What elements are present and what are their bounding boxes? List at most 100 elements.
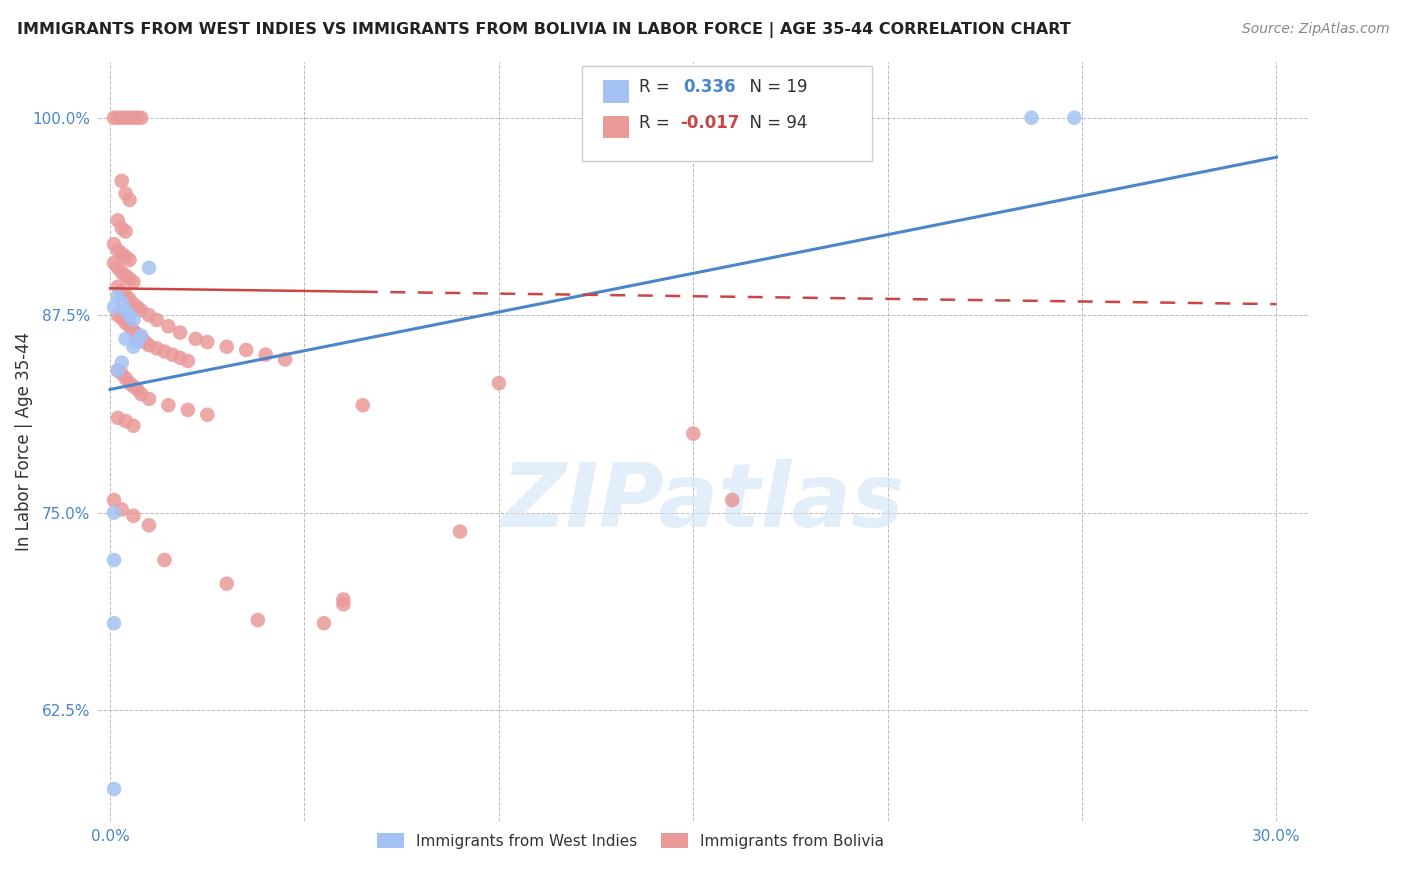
Bar (603, 80, 630, 103)
Point (111, 266, 134, 280)
Bar (603, 115, 630, 138)
Point (184, 332, 207, 346)
Text: -0.017: -0.017 (681, 114, 740, 132)
Point (235, 343, 257, 357)
Point (103, 553, 125, 567)
Text: Source: ZipAtlas.com: Source: ZipAtlas.com (1241, 22, 1389, 37)
Text: IMMIGRANTS FROM WEST INDIES VS IMMIGRANTS FROM BOLIVIA IN LABOR FORCE | AGE 35-4: IMMIGRANTS FROM WEST INDIES VS IMMIGRANT… (17, 22, 1070, 38)
Point (107, 363, 129, 377)
Point (153, 344, 176, 359)
Point (134, 334, 156, 349)
Text: N = 94: N = 94 (740, 114, 807, 132)
Point (274, 352, 297, 367)
Point (1021, 111, 1043, 125)
Text: R =: R = (638, 114, 675, 132)
Point (111, 221, 134, 235)
Text: N = 19: N = 19 (740, 78, 808, 96)
Point (122, 275, 145, 289)
Point (114, 303, 136, 318)
Text: R =: R = (638, 78, 675, 96)
Point (138, 518, 160, 533)
Y-axis label: In Labor Force | Age 35-44: In Labor Force | Age 35-44 (14, 332, 32, 551)
Point (122, 379, 145, 393)
Point (332, 597, 354, 611)
Point (103, 300, 125, 314)
Point (162, 348, 184, 362)
Point (114, 332, 136, 346)
Point (122, 508, 145, 523)
Point (177, 403, 200, 417)
Point (215, 340, 238, 354)
Point (127, 334, 149, 349)
Point (111, 285, 134, 299)
Point (118, 293, 141, 307)
Point (111, 311, 134, 326)
Point (118, 272, 141, 286)
Point (103, 111, 125, 125)
Point (246, 613, 269, 627)
Point (195, 334, 218, 349)
Point (103, 256, 125, 270)
Point (157, 319, 180, 334)
Point (153, 553, 176, 567)
Point (122, 340, 145, 354)
Point (111, 246, 134, 260)
Point (122, 418, 145, 433)
Point (114, 414, 136, 428)
Point (103, 237, 125, 252)
Point (254, 348, 277, 362)
Point (111, 295, 134, 310)
Point (122, 313, 145, 327)
Point (118, 252, 141, 267)
Point (114, 250, 136, 264)
Point (127, 300, 149, 314)
Point (118, 376, 141, 390)
Point (488, 376, 510, 390)
Point (127, 327, 149, 342)
Point (107, 111, 129, 125)
Point (129, 328, 152, 343)
Point (107, 244, 129, 258)
Point (107, 289, 129, 303)
Point (332, 592, 354, 607)
Point (127, 111, 149, 125)
Point (129, 303, 152, 318)
Point (107, 279, 129, 293)
Point (122, 324, 145, 338)
Point (129, 332, 152, 346)
Point (449, 524, 471, 539)
Point (122, 111, 145, 125)
Point (682, 426, 704, 441)
Point (138, 338, 160, 352)
Point (111, 174, 134, 188)
Point (103, 782, 125, 797)
Point (352, 398, 374, 412)
Legend: Immigrants from West Indies, Immigrants from Bolivia: Immigrants from West Indies, Immigrants … (371, 827, 890, 855)
Text: 0.336: 0.336 (683, 78, 737, 96)
Point (127, 383, 149, 397)
Point (107, 363, 129, 377)
Point (312, 616, 335, 631)
Point (195, 408, 218, 422)
Point (107, 260, 129, 275)
Point (114, 186, 136, 201)
Point (118, 308, 141, 322)
Point (138, 308, 160, 322)
Point (114, 111, 136, 125)
Point (118, 111, 141, 125)
FancyBboxPatch shape (582, 66, 872, 161)
Point (107, 308, 129, 322)
Point (107, 410, 129, 425)
Point (118, 319, 141, 334)
Point (1063, 111, 1085, 125)
Point (114, 268, 136, 283)
Point (138, 392, 160, 406)
Point (118, 193, 141, 207)
Point (129, 111, 152, 125)
Point (111, 367, 134, 381)
Point (111, 502, 134, 516)
Point (107, 213, 129, 227)
Point (114, 224, 136, 238)
Point (114, 316, 136, 330)
Point (721, 493, 744, 508)
